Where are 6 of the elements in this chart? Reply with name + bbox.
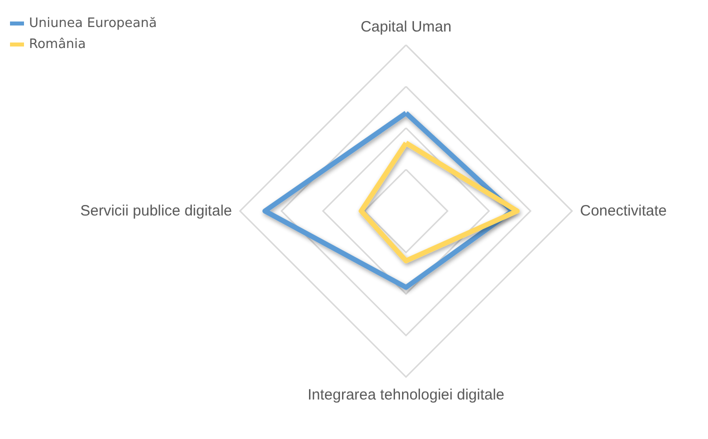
spoke-label: Integrarea tehnologiei digitale — [308, 386, 504, 404]
spoke-label: Conectivitate — [580, 202, 667, 220]
legend-label: Uniunea Europeană — [29, 16, 157, 31]
spoke-label: Capital Uman — [360, 18, 452, 36]
spoke-label: Servicii publice digitale — [80, 202, 232, 220]
legend-label: România — [29, 37, 86, 52]
